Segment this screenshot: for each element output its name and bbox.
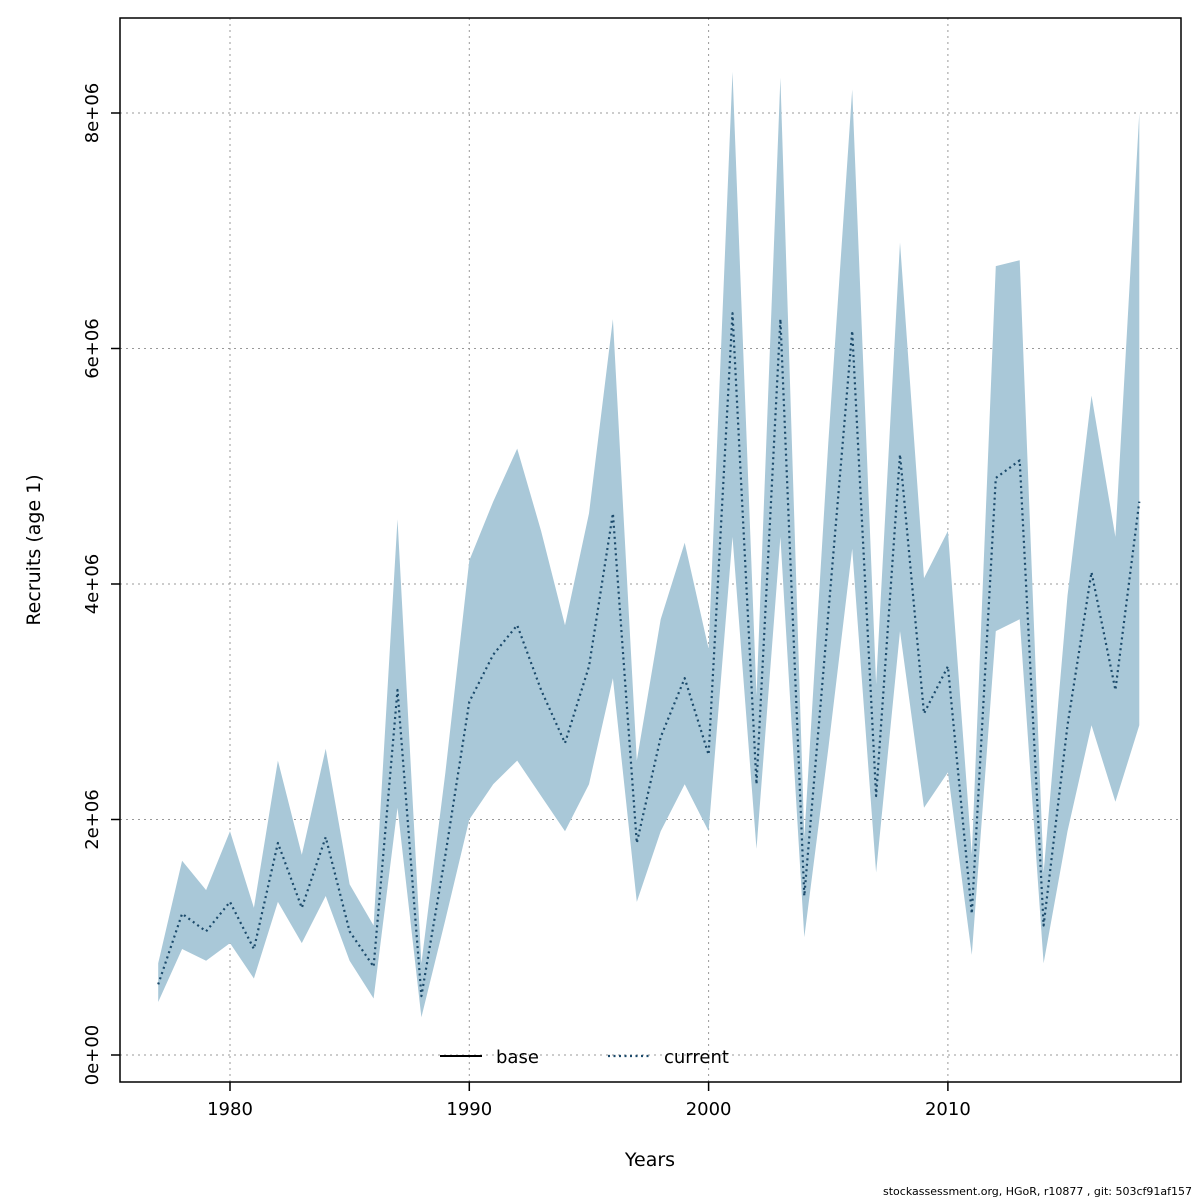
series-layer bbox=[157, 71, 1141, 1018]
legend-base-label: base bbox=[496, 1047, 539, 1068]
y-tick-label: 8e+06 bbox=[82, 83, 103, 144]
y-tick-label: 6e+06 bbox=[82, 318, 103, 379]
y-tick-label: 0e+00 bbox=[82, 1025, 103, 1086]
legend: base current bbox=[440, 1047, 729, 1068]
axis-layer: 1980 1990 2000 2010 0e+00 2e+06 4e+06 6e+06 8e+0… bbox=[82, 83, 971, 1120]
legend-current-label: current bbox=[664, 1047, 729, 1068]
y-tick-label: 2e+06 bbox=[82, 789, 103, 850]
current-series-line bbox=[157, 312, 1141, 998]
footer-attribution: stockassessment.org, HGoR, r10877 , git:… bbox=[883, 1185, 1192, 1198]
y-tick-label: 4e+06 bbox=[82, 554, 103, 615]
x-tick-label: 1990 bbox=[446, 1099, 492, 1120]
y-axis-title: Recruits (age 1) bbox=[23, 474, 45, 625]
plot-border bbox=[119, 17, 1182, 1083]
x-tick-label: 1980 bbox=[207, 1099, 253, 1120]
x-axis-title: Years bbox=[624, 1149, 675, 1171]
confidence-band bbox=[158, 71, 1140, 1018]
x-tick-label: 2010 bbox=[925, 1099, 971, 1120]
x-tick-label: 2000 bbox=[686, 1099, 732, 1120]
